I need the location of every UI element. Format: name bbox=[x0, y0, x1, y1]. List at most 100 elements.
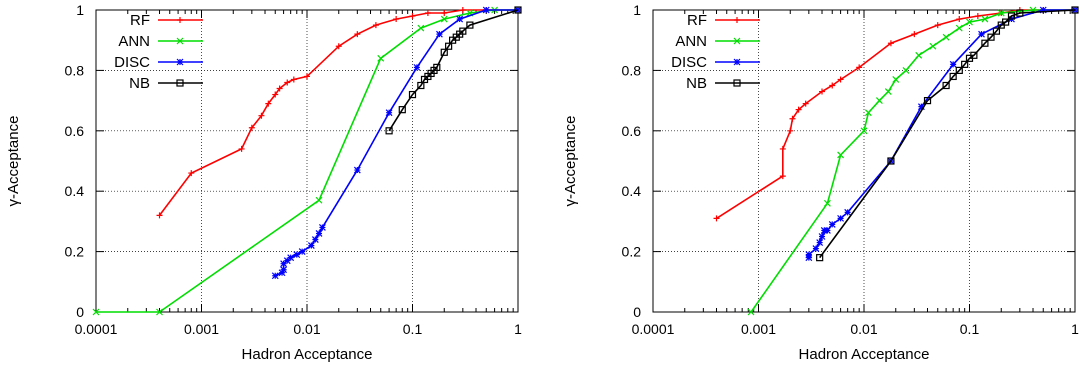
data-point-disc bbox=[271, 272, 279, 280]
data-point-ann bbox=[966, 18, 973, 26]
x-tick-label: 0.1 bbox=[403, 321, 423, 337]
y-tick-label: 0 bbox=[76, 304, 84, 320]
data-point-disc bbox=[978, 30, 985, 38]
data-point-ann bbox=[875, 97, 883, 105]
legend-label-disc: DISC bbox=[671, 54, 707, 71]
data-point-nb bbox=[514, 6, 522, 14]
legend: RF ANN DISC NB bbox=[114, 12, 203, 92]
data-point-rf bbox=[887, 40, 894, 47]
data-point-rf bbox=[789, 115, 796, 122]
x-axis-label: Hadron Acceptance bbox=[242, 346, 373, 363]
x-tick-label: 0.001 bbox=[741, 321, 776, 337]
data-point-nb bbox=[408, 90, 417, 99]
series-line-disc bbox=[274, 9, 518, 277]
data-point-rf bbox=[441, 10, 448, 17]
data-point-rf bbox=[829, 82, 836, 89]
data-point-rf bbox=[934, 22, 941, 29]
legend-marker-nb bbox=[176, 79, 184, 87]
data-point-nb bbox=[1071, 6, 1079, 14]
data-point-ann bbox=[417, 24, 425, 32]
data-point-disc bbox=[820, 227, 828, 234]
data-point-disc bbox=[823, 227, 831, 234]
x-axis-label: Hadron Acceptance bbox=[799, 346, 930, 363]
y-tick-label: 1 bbox=[633, 2, 641, 18]
data-point-ann bbox=[864, 109, 872, 117]
legend-label-nb: NB bbox=[686, 75, 707, 92]
data-point-disc bbox=[315, 230, 323, 237]
data-point-rf bbox=[272, 91, 279, 98]
legend-marker-rf bbox=[177, 17, 183, 23]
data-point-disc bbox=[816, 239, 824, 246]
data-point-disc bbox=[385, 109, 393, 117]
y-tick-label: 0.6 bbox=[65, 123, 85, 139]
series-rf bbox=[713, 7, 1078, 222]
chart-panel-1: 0.0001 0.001 0.01 0.1 1 0 0.2 0.4 0.6 0.8 1 Hadron … bbox=[5, 2, 522, 363]
data-point-disc bbox=[844, 208, 852, 216]
data-point-ann bbox=[747, 308, 755, 316]
data-point-nb bbox=[981, 39, 989, 47]
data-point-ann bbox=[942, 33, 950, 41]
legend-label-nb: NB bbox=[129, 75, 150, 92]
data-point-nb bbox=[1016, 9, 1024, 17]
data-point-rf bbox=[335, 43, 342, 50]
data-point-disc bbox=[307, 242, 315, 249]
data-point-nb bbox=[887, 157, 895, 165]
data-point-rf bbox=[795, 106, 802, 113]
series-nb bbox=[385, 6, 522, 135]
data-point-nb bbox=[1002, 18, 1010, 26]
y-tick-label: 0.8 bbox=[65, 62, 85, 78]
data-point-ann bbox=[837, 151, 845, 159]
x-tick-label: 0.0001 bbox=[632, 321, 675, 337]
data-point-disc bbox=[280, 266, 288, 274]
data-point-ann bbox=[892, 76, 900, 83]
data-point-nb bbox=[385, 127, 393, 135]
data-point-rf bbox=[459, 7, 466, 13]
data-point-nb bbox=[417, 81, 425, 90]
data-point-disc bbox=[353, 166, 361, 174]
data-point-disc bbox=[456, 15, 464, 23]
data-point-disc bbox=[287, 254, 295, 262]
data-point-nb bbox=[992, 27, 1001, 35]
data-point-disc bbox=[311, 236, 319, 243]
chart-panel-2: 0.0001 0.001 0.01 0.1 1 0 0.2 0.4 0.6 0.8 1 Hadron … bbox=[562, 2, 1079, 363]
data-point-rf bbox=[290, 76, 297, 83]
series-line-rf bbox=[716, 9, 1075, 220]
y-axis-label: γ-Acceptance bbox=[5, 116, 22, 207]
data-point-nb bbox=[961, 60, 969, 68]
legend-label-rf: RF bbox=[687, 12, 707, 29]
data-point-rf bbox=[856, 64, 863, 71]
data-point-disc bbox=[283, 257, 291, 265]
y-axis-label: γ-Acceptance bbox=[562, 116, 579, 207]
data-point-rf bbox=[974, 13, 981, 20]
x-tick-label: 0.1 bbox=[960, 321, 980, 337]
data-point-nb bbox=[987, 33, 995, 41]
data-point-nb bbox=[949, 72, 957, 81]
y-tick-label: 0 bbox=[633, 304, 641, 320]
y-tick-label: 0.6 bbox=[622, 123, 642, 139]
x-tick-label: 0.01 bbox=[850, 321, 877, 337]
x-tick-label: 0.001 bbox=[184, 321, 219, 337]
data-point-rf bbox=[156, 212, 163, 219]
data-point-disc bbox=[413, 63, 421, 71]
y-tick-label: 0.2 bbox=[622, 244, 642, 260]
y-tick-label: 0.4 bbox=[65, 183, 85, 199]
data-point-nb bbox=[955, 66, 963, 75]
data-point-rf bbox=[837, 76, 844, 83]
x-tick-label: 1 bbox=[514, 321, 522, 337]
data-point-disc bbox=[482, 6, 490, 14]
legend-label-ann: ANN bbox=[675, 33, 707, 50]
data-point-ann bbox=[156, 308, 163, 316]
series-nb bbox=[816, 6, 1079, 262]
data-point-rf bbox=[276, 85, 283, 92]
data-point-nb bbox=[440, 48, 448, 56]
data-point-ann bbox=[860, 127, 868, 135]
data-point-rf bbox=[779, 145, 786, 152]
series-line-disc bbox=[807, 9, 1075, 258]
data-point-nb bbox=[1007, 12, 1016, 20]
data-point-nb bbox=[398, 106, 406, 114]
data-point-disc bbox=[293, 251, 301, 259]
data-point-nb bbox=[445, 42, 453, 50]
data-point-disc bbox=[280, 260, 288, 268]
data-point-disc bbox=[436, 30, 443, 38]
data-point-rf bbox=[802, 100, 809, 107]
